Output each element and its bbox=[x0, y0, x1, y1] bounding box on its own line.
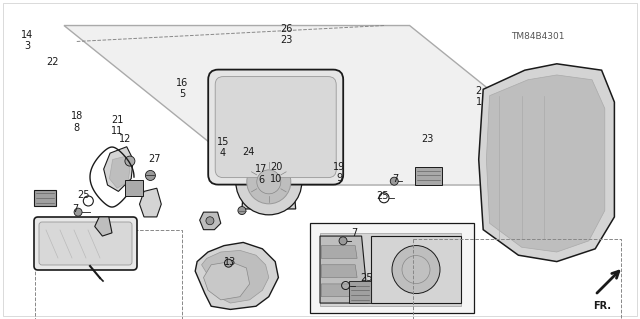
Polygon shape bbox=[415, 167, 442, 185]
Text: 4: 4 bbox=[220, 148, 226, 158]
Bar bbox=[33, 190, 56, 206]
Polygon shape bbox=[200, 212, 221, 230]
Text: 12: 12 bbox=[119, 134, 132, 144]
Polygon shape bbox=[242, 155, 296, 209]
Polygon shape bbox=[320, 233, 461, 306]
Bar bbox=[125, 180, 143, 196]
Text: 25: 25 bbox=[376, 191, 389, 201]
Circle shape bbox=[390, 177, 398, 185]
Polygon shape bbox=[486, 75, 605, 252]
Polygon shape bbox=[202, 250, 269, 303]
Text: 3: 3 bbox=[24, 41, 30, 51]
Polygon shape bbox=[371, 236, 461, 303]
Text: 24: 24 bbox=[242, 147, 255, 158]
Text: 15: 15 bbox=[216, 137, 229, 147]
Bar bbox=[35, 230, 182, 319]
Polygon shape bbox=[109, 156, 130, 188]
Polygon shape bbox=[204, 262, 250, 300]
Text: 1: 1 bbox=[476, 97, 482, 107]
Circle shape bbox=[402, 256, 430, 284]
Circle shape bbox=[392, 246, 440, 293]
FancyBboxPatch shape bbox=[215, 77, 336, 178]
Text: 11: 11 bbox=[111, 126, 124, 136]
Text: 14: 14 bbox=[20, 30, 33, 40]
Polygon shape bbox=[320, 236, 368, 303]
Bar bbox=[413, 239, 621, 319]
Polygon shape bbox=[95, 217, 112, 236]
Text: 2: 2 bbox=[476, 86, 482, 96]
Text: 27: 27 bbox=[148, 154, 161, 165]
Text: TM84B4301: TM84B4301 bbox=[511, 32, 564, 41]
Text: 7: 7 bbox=[351, 228, 358, 238]
Text: 17: 17 bbox=[255, 164, 268, 174]
Circle shape bbox=[74, 208, 82, 216]
Polygon shape bbox=[140, 188, 161, 217]
Text: 8: 8 bbox=[74, 122, 80, 133]
Circle shape bbox=[206, 217, 214, 225]
Circle shape bbox=[145, 170, 156, 181]
Polygon shape bbox=[64, 26, 608, 185]
Text: 26: 26 bbox=[280, 24, 293, 34]
Polygon shape bbox=[321, 246, 357, 258]
Circle shape bbox=[238, 206, 246, 215]
Circle shape bbox=[339, 237, 347, 245]
Polygon shape bbox=[321, 284, 357, 297]
FancyBboxPatch shape bbox=[208, 70, 343, 185]
Text: FR.: FR. bbox=[593, 301, 611, 311]
Text: 25: 25 bbox=[77, 189, 90, 200]
Text: 6: 6 bbox=[258, 175, 264, 185]
Text: 20: 20 bbox=[270, 162, 283, 173]
Text: 16: 16 bbox=[176, 78, 189, 88]
Text: 25: 25 bbox=[360, 272, 372, 283]
Circle shape bbox=[257, 170, 281, 194]
Text: 7: 7 bbox=[392, 174, 399, 184]
Polygon shape bbox=[104, 147, 133, 191]
Text: 19: 19 bbox=[333, 162, 346, 172]
Circle shape bbox=[225, 259, 232, 267]
Text: 5: 5 bbox=[179, 89, 186, 99]
FancyBboxPatch shape bbox=[34, 217, 137, 270]
Text: 23: 23 bbox=[421, 134, 434, 144]
Circle shape bbox=[236, 149, 302, 215]
Text: 21: 21 bbox=[111, 115, 124, 125]
Bar bbox=[310, 223, 474, 313]
Circle shape bbox=[247, 160, 291, 204]
Text: 13: 13 bbox=[224, 256, 237, 267]
Polygon shape bbox=[321, 265, 357, 278]
Polygon shape bbox=[349, 281, 371, 303]
Text: 7: 7 bbox=[72, 204, 79, 214]
Text: 18: 18 bbox=[70, 111, 83, 122]
FancyBboxPatch shape bbox=[39, 222, 132, 265]
Circle shape bbox=[125, 156, 135, 166]
Text: 23: 23 bbox=[280, 35, 293, 45]
Text: 22: 22 bbox=[46, 57, 59, 67]
Text: 9: 9 bbox=[336, 173, 342, 183]
Polygon shape bbox=[195, 242, 278, 309]
Text: 10: 10 bbox=[270, 174, 283, 184]
Polygon shape bbox=[479, 64, 614, 262]
